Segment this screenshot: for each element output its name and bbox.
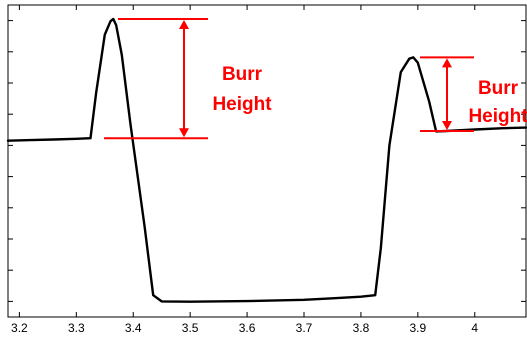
plot-frame <box>7 4 527 318</box>
burr-label-line1: Burr <box>222 64 263 85</box>
x-tick-label: 3.3 <box>68 321 85 335</box>
profile-line <box>6 17 527 303</box>
x-tick-label: 3.5 <box>182 321 199 335</box>
profile-series <box>6 17 527 303</box>
arrowhead-down <box>179 128 189 138</box>
x-tick-label: 3.4 <box>125 321 142 335</box>
x-tick-label: 4 <box>471 321 478 335</box>
x-tick-label: 3.6 <box>239 321 256 335</box>
burr-label-line2: Height <box>468 106 527 127</box>
burr-height-annotations: Burr Height Burr Height <box>104 18 527 140</box>
x-tick-label: 3.7 <box>296 321 313 335</box>
arrowhead-up <box>179 20 189 30</box>
burr-label-line2: Height <box>212 94 272 115</box>
x-tick-label: 3.8 <box>353 321 370 335</box>
x-tick-label: 3.2 <box>11 321 28 335</box>
axis-ticks: 3.2 3.3 3.4 3.5 3.6 3.7 3.8 3.9 4 <box>8 5 526 335</box>
arrowhead-up <box>442 58 452 68</box>
burr-label-line1: Burr <box>478 78 519 99</box>
x-tick-label: 3.9 <box>410 321 427 335</box>
arrowhead-down <box>442 121 452 131</box>
plot-area-frame <box>7 4 527 318</box>
